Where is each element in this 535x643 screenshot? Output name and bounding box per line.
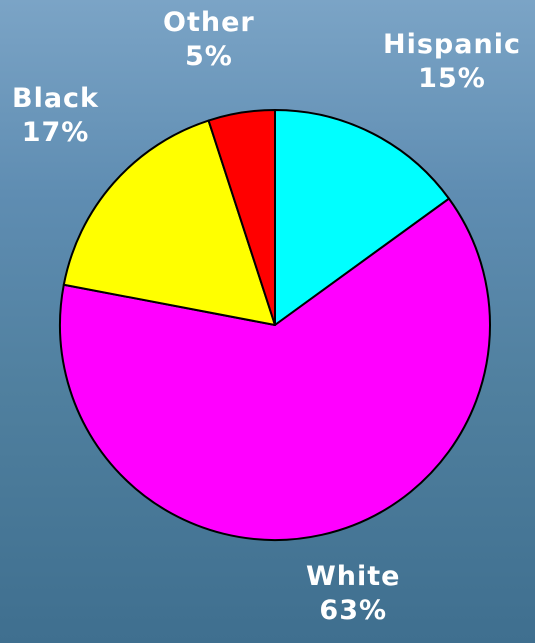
slice-name-other: Other: [163, 7, 255, 38]
slice-value-black: 17%: [21, 117, 90, 148]
pie-slice-white: [59, 197, 491, 541]
slice-value-white: 63%: [319, 595, 388, 626]
slice-name-white: White: [306, 561, 401, 592]
slice-label-other: Other 5%: [163, 6, 255, 74]
slice-name-black: Black: [12, 83, 100, 114]
slice-name-hispanic: Hispanic: [383, 29, 521, 60]
slice-value-hispanic: 15%: [418, 63, 486, 94]
slice-label-hispanic: Hispanic 15%: [383, 28, 521, 96]
slice-label-black: Black 17%: [12, 82, 99, 150]
slice-value-other: 5%: [184, 41, 233, 72]
pie-slice-black: [62, 119, 276, 326]
pie-slice-hispanic: [274, 109, 450, 326]
pie-slice-other: [207, 109, 276, 326]
slice-label-white: White 63%: [306, 560, 400, 628]
